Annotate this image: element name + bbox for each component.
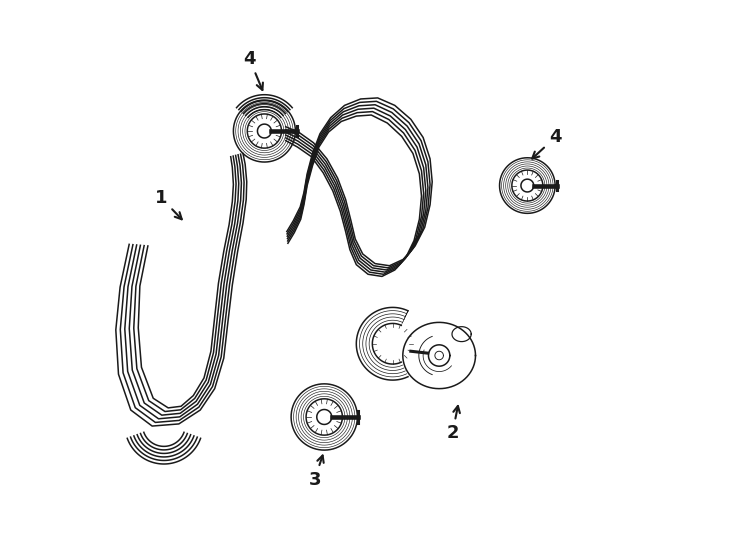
Text: 3: 3 (308, 455, 324, 489)
Text: 4: 4 (532, 129, 562, 159)
Text: 1: 1 (155, 189, 182, 219)
Text: 4: 4 (243, 50, 263, 90)
Text: 2: 2 (446, 406, 460, 442)
